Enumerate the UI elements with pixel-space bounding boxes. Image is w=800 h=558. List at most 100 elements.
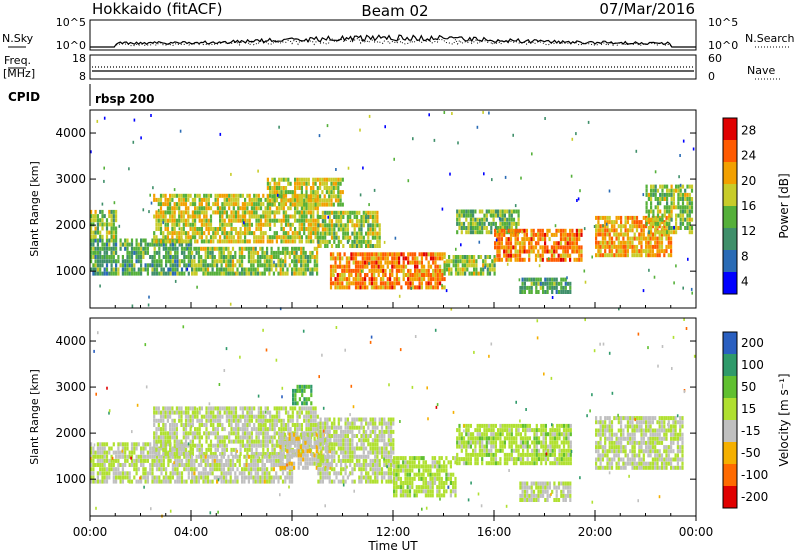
heatmap-cell: [266, 247, 268, 251]
heatmap-cell: [267, 186, 269, 190]
heatmap-cell: [469, 272, 471, 276]
heatmap-cell: [354, 232, 356, 236]
heatmap-cell: [305, 263, 307, 267]
heatmap-cell: [504, 210, 506, 214]
heatmap-cell: [362, 256, 364, 260]
heatmap-cell: [334, 281, 336, 285]
heatmap-cell: [172, 471, 174, 475]
heatmap-cell: [151, 255, 153, 259]
heatmap-cell: [101, 214, 103, 218]
heatmap-cell: [185, 231, 187, 235]
heatmap-cell: [567, 237, 569, 241]
heatmap-cell: [183, 423, 185, 427]
heatmap-cell: [335, 442, 337, 446]
heatmap-cell: [155, 411, 157, 415]
heatmap-cell: [400, 265, 402, 269]
heatmap-cell: [92, 214, 94, 218]
heatmap-cell: [315, 423, 317, 427]
heatmap-cell: [345, 451, 347, 455]
heatmap-cell: [482, 263, 484, 267]
heatmap-cell: [199, 206, 201, 210]
heatmap-cell: [280, 223, 282, 227]
heatmap-cell: [124, 463, 126, 467]
heatmap-cell: [309, 433, 311, 437]
heatmap-cell: [310, 203, 312, 207]
heatmap-cell: [668, 237, 670, 241]
heatmap-cell: [299, 227, 301, 231]
heatmap-cell: [101, 272, 103, 276]
heatmap-cell: [162, 431, 164, 435]
heatmap-cell: [205, 435, 207, 439]
colorbar-swatch: [723, 206, 737, 228]
heatmap-cell: [199, 431, 201, 435]
heatmap-cell: [131, 463, 133, 467]
heatmap-cell: [115, 268, 117, 272]
heatmap-cell: [271, 235, 273, 239]
heatmap-cell: [221, 194, 223, 198]
heatmap-cell: [140, 480, 142, 484]
heatmap-cell: [239, 255, 241, 259]
heatmap-cell: [185, 448, 187, 452]
heatmap-cell: [320, 418, 322, 422]
heatmap-cell: [217, 444, 219, 448]
heatmap-cell: [277, 463, 279, 467]
heatmap-cell: [347, 211, 349, 215]
heatmap-cell: [314, 462, 316, 466]
heatmap-cell: [138, 272, 140, 276]
heatmap-cell: [677, 226, 679, 230]
heatmap-cell: [320, 244, 322, 248]
heatmap-cell: [571, 250, 573, 254]
heatmap-cell: [369, 269, 371, 273]
range-tick-label: 4000: [55, 126, 86, 140]
heatmap-cell: [622, 241, 624, 245]
heatmap-cell: [303, 406, 305, 410]
heatmap-cell: [243, 463, 245, 467]
heatmap-cell: [316, 268, 318, 272]
heatmap-cell: [176, 259, 178, 263]
heatmap-cell: [145, 480, 147, 484]
heatmap-cell: [338, 447, 340, 451]
heatmap-cell: [468, 222, 470, 226]
heatmap-cell: [153, 406, 155, 410]
heatmap-cell: [210, 215, 212, 219]
heatmap-cell: [244, 235, 246, 239]
heatmap-cell: [671, 210, 673, 214]
heatmap-cell: [680, 222, 682, 226]
heatmap-cell: [181, 251, 183, 255]
heatmap-cell: [246, 411, 248, 415]
heatmap-cell: [268, 471, 270, 475]
heatmap-cell: [242, 215, 244, 219]
heatmap-cell: [305, 203, 307, 207]
heatmap-cell: [305, 227, 307, 231]
heatmap-cell: [360, 422, 362, 426]
heatmap-cell: [92, 459, 94, 463]
heatmap-cell: [239, 259, 241, 263]
heatmap-cell: [484, 255, 486, 259]
heatmap-cell: [294, 239, 296, 243]
heatmap-cell: [283, 419, 285, 423]
heatmap-cell: [108, 463, 110, 467]
heatmap-cell: [384, 252, 386, 256]
heatmap-cell: [553, 254, 555, 258]
heatmap-cell: [384, 125, 386, 128]
heatmap-cell: [104, 455, 106, 459]
heatmap-cell: [597, 249, 599, 253]
heatmap-cell: [267, 235, 269, 239]
heatmap-cell: [491, 259, 493, 263]
heatmap-cell: [152, 186, 154, 189]
heatmap-cell: [666, 222, 668, 226]
heatmap-cell: [279, 453, 281, 457]
heatmap-cell: [280, 198, 282, 202]
heatmap-cell: [503, 254, 505, 258]
heatmap-cell: [221, 455, 223, 459]
heatmap-cell: [196, 444, 198, 448]
heatmap-cell: [138, 442, 140, 446]
heatmap-cell: [99, 239, 101, 243]
heatmap-cell: [188, 272, 190, 276]
heatmap-cell: [276, 235, 278, 239]
heatmap-cell: [448, 272, 450, 276]
heatmap-cell: [304, 441, 306, 445]
heatmap-cell: [243, 255, 245, 259]
heatmap-cell: [580, 245, 582, 249]
heatmap-cell: [453, 255, 455, 259]
